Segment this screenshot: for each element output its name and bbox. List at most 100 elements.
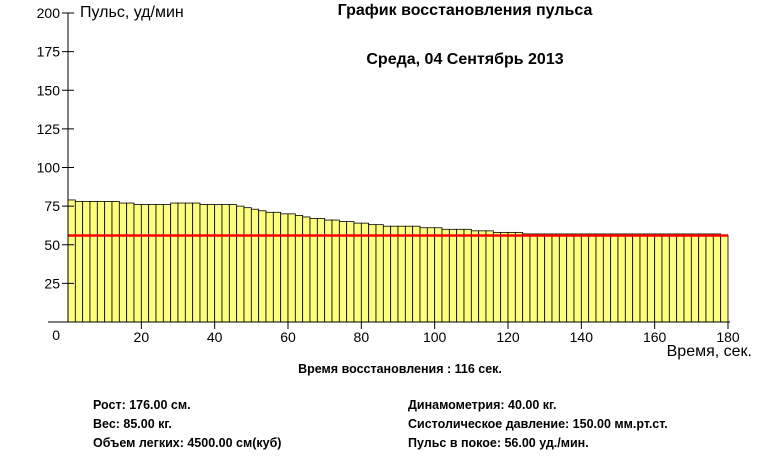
y-tick-label: 200: [37, 5, 61, 21]
bar: [522, 233, 531, 323]
bar: [140, 204, 150, 323]
bar: [221, 204, 230, 323]
bar: [566, 233, 575, 323]
bar: [624, 233, 634, 323]
bar: [485, 230, 494, 323]
bar: [294, 214, 304, 323]
x-tick-label: 20: [134, 329, 150, 345]
bar: [199, 204, 208, 323]
info-dynamometry: Динамометрия: 40.00 кг.: [408, 398, 557, 412]
bar: [265, 211, 274, 323]
y-axis-label: Пульс, уд/мин: [80, 4, 184, 21]
bar: [463, 228, 472, 323]
y-tick-label: 150: [37, 82, 61, 98]
pulse-recovery-chart: 0 25 50 75 100 125 150 175 200 20 40 60 80 100 120 140 1…: [37, 5, 740, 345]
bar: [507, 231, 516, 323]
bar: [448, 228, 458, 323]
bar: [720, 235, 729, 323]
x-tick-label: 100: [423, 329, 447, 345]
x-axis-label: Время, сек.: [666, 343, 752, 360]
y-tick-label: 0: [52, 327, 60, 343]
y-tick-label: 50: [44, 237, 60, 253]
bar: [118, 202, 128, 323]
bar: [639, 233, 648, 323]
bar: [654, 233, 663, 323]
bar: [617, 233, 626, 323]
x-tick-label: 160: [643, 329, 667, 345]
bar: [89, 201, 98, 323]
bar: [544, 233, 553, 323]
bar: [676, 233, 685, 323]
x-tick-label: 120: [496, 329, 520, 345]
bar: [148, 204, 157, 323]
bar: [214, 204, 223, 323]
x-tick-label: 180: [716, 329, 740, 345]
bar: [610, 233, 619, 323]
bar: [580, 233, 590, 323]
bar: [258, 210, 267, 323]
bar: [573, 233, 582, 323]
bar: [404, 225, 414, 323]
bar: [514, 231, 524, 323]
y-tick-label: 100: [37, 160, 61, 176]
bar: [529, 233, 538, 323]
bar: [602, 233, 612, 323]
bar: [177, 202, 186, 323]
info-height: Рост: 176.00 см.: [93, 398, 191, 412]
bar: [250, 208, 260, 323]
bar: [353, 222, 362, 323]
bar: [382, 225, 392, 323]
bar: [360, 222, 370, 323]
bar: [397, 225, 406, 323]
y-tick-label: 175: [37, 44, 61, 60]
y-tick-label: 75: [44, 198, 60, 214]
bar: [426, 227, 436, 323]
bar: [82, 201, 91, 323]
bar: [588, 233, 597, 323]
bar: [74, 201, 84, 323]
bar: [500, 231, 509, 323]
bar: [661, 233, 670, 323]
bar: [272, 211, 282, 323]
bar: [133, 204, 142, 323]
bar: [368, 224, 377, 323]
bar: [390, 225, 399, 323]
bar: [558, 233, 568, 323]
chart-subtitle: Среда, 04 Сентябрь 2013: [366, 51, 564, 68]
bar: [492, 231, 502, 323]
bar: [690, 233, 700, 323]
bar: [287, 213, 296, 323]
bar: [67, 199, 76, 323]
bar: [441, 228, 450, 323]
bar: [155, 204, 164, 323]
info-resting-pulse: Пульс в покое: 56.00 уд./мин.: [408, 436, 589, 450]
bar: [551, 233, 560, 323]
bar: [192, 202, 201, 323]
chart-title: График восстановления пульса: [337, 2, 593, 19]
bar: [184, 202, 194, 323]
bar: [536, 233, 546, 323]
bar: [316, 218, 326, 323]
bar: [280, 213, 289, 323]
y-tick-label: 25: [44, 275, 60, 291]
bar: [646, 233, 656, 323]
bar: [456, 228, 465, 323]
x-tick-label: 80: [354, 329, 370, 345]
bar: [162, 204, 172, 323]
bar: [595, 233, 604, 323]
bar: [668, 233, 678, 323]
bar: [375, 224, 384, 323]
x-tick-label: 40: [207, 329, 223, 345]
bar: [698, 233, 707, 323]
bar: [170, 202, 179, 323]
bar: [104, 201, 113, 323]
bar: [309, 218, 318, 323]
bar: [243, 207, 252, 323]
bar: [111, 201, 120, 323]
bar: [206, 204, 216, 323]
bar: [632, 233, 641, 323]
bar: [236, 205, 245, 323]
info-systolic-pressure: Систолическое давление: 150.00 мм.рт.ст.: [408, 417, 668, 431]
info-lung-volume: Объем легких: 4500.00 см(куб): [93, 436, 282, 450]
bar: [705, 233, 714, 323]
